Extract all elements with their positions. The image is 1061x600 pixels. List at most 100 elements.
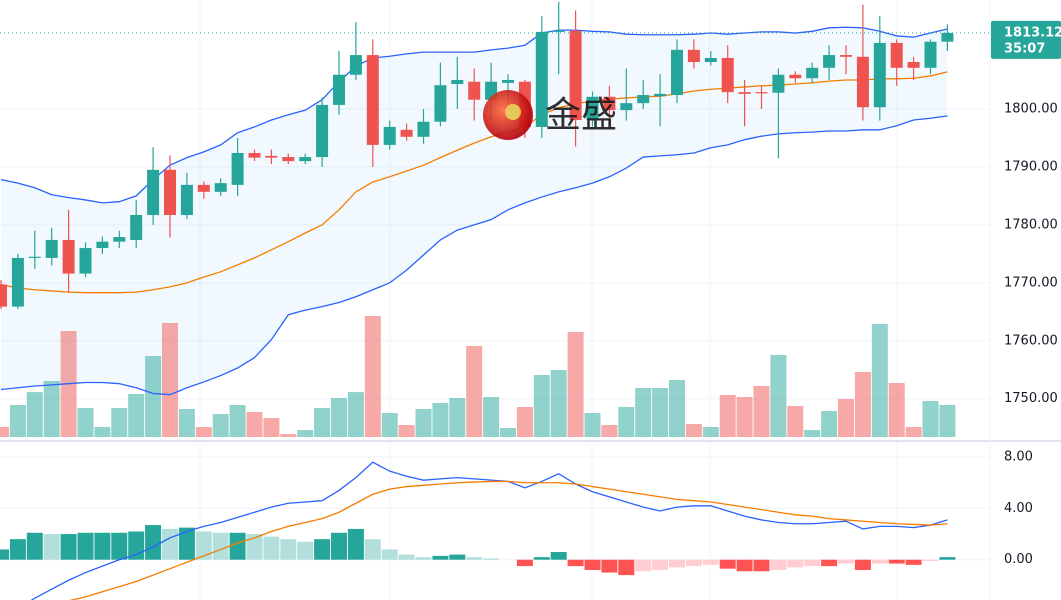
- y-tick-label: 8.00: [1004, 450, 1033, 465]
- candle-body: [873, 42, 886, 108]
- histogram-bar: [26, 532, 43, 560]
- volume-bar: [702, 427, 719, 437]
- volume-bar: [280, 434, 297, 437]
- candle-body: [130, 215, 143, 240]
- candle-body: [687, 49, 700, 63]
- candle-body: [248, 153, 261, 158]
- y-tick-label: 1750.00: [1004, 391, 1058, 406]
- candle-body: [890, 42, 903, 68]
- volume-bar: [838, 399, 854, 437]
- candle-body: [451, 79, 464, 85]
- histogram-bar: [94, 532, 111, 560]
- volume-bar: [483, 397, 500, 437]
- histogram-bar: [685, 559, 702, 567]
- volume-bar: [753, 386, 770, 437]
- histogram-bar: [922, 559, 939, 561]
- candle-body: [316, 104, 329, 158]
- candle-body: [772, 74, 785, 93]
- price-axis: 1800.00 1790.00 1780.00 1770.00 1760.00 1750.…: [991, 20, 1061, 567]
- histogram-bar: [364, 539, 381, 560]
- histogram-bar: [770, 559, 787, 570]
- candle-body: [366, 55, 379, 145]
- volume-bar: [584, 413, 601, 437]
- volume-bar: [466, 346, 483, 437]
- band-fill: [1, 27, 948, 395]
- volume-bar: [128, 394, 145, 437]
- candle-body: [856, 56, 869, 108]
- volume-bar: [719, 395, 736, 437]
- candle-body: [45, 239, 58, 258]
- volume-bar: [854, 372, 871, 437]
- candle-body: [637, 95, 650, 104]
- histogram-bar: [347, 528, 364, 560]
- band-line: [0, 115, 948, 396]
- volume-bar: [516, 407, 533, 437]
- candle-body: [941, 32, 954, 42]
- histogram-bar: [888, 559, 905, 564]
- volume-bar: [43, 381, 60, 437]
- histogram-bar: [0, 549, 9, 560]
- histogram-bar: [60, 534, 77, 560]
- histogram-bar: [753, 559, 770, 572]
- volume-bar: [212, 414, 229, 437]
- histogram-bar: [77, 532, 94, 560]
- histogram-bar: [736, 559, 753, 572]
- histogram-bar: [398, 554, 415, 560]
- candle-body: [907, 62, 920, 68]
- candle-body: [738, 92, 751, 94]
- histogram-bar: [702, 559, 719, 565]
- candle-body: [569, 30, 582, 120]
- volume-bar: [635, 388, 652, 437]
- histogram-bar: [601, 559, 618, 573]
- volume-bar: [905, 427, 922, 437]
- volume-bar: [618, 407, 635, 437]
- candle-body: [468, 81, 481, 100]
- candle-body: [147, 169, 160, 216]
- volume-bar: [922, 401, 939, 437]
- volume-bar: [331, 398, 347, 437]
- y-tick-label: 4.00: [1004, 501, 1033, 516]
- candle-body: [79, 248, 92, 274]
- histogram-bar: [533, 557, 550, 560]
- histogram-bar: [483, 558, 500, 560]
- histogram-bar: [449, 554, 466, 560]
- histogram-bar: [567, 559, 584, 567]
- candle-body: [417, 121, 430, 137]
- histogram-bar: [212, 532, 229, 560]
- volume-bar: [500, 428, 516, 437]
- histogram-bar: [178, 527, 195, 560]
- volume-bar: [263, 418, 280, 437]
- y-tick-label: 1800.00: [1004, 101, 1058, 116]
- candle-body: [552, 30, 565, 32]
- histogram-bar: [838, 559, 854, 564]
- histogram-bar: [652, 559, 669, 570]
- volume-bar: [415, 409, 432, 437]
- candle-body: [62, 239, 75, 274]
- volume-bar: [787, 406, 804, 437]
- histogram-bar: [128, 531, 145, 560]
- histogram-bar: [9, 539, 26, 560]
- candle-body: [0, 284, 7, 307]
- candle-body: [789, 74, 802, 79]
- volume-bar: [804, 430, 821, 437]
- volume-bar: [449, 398, 466, 437]
- histogram-bar: [280, 539, 297, 560]
- volume-bar: [347, 392, 364, 437]
- watermark-logo-dot: [505, 104, 521, 120]
- candle-body: [282, 157, 295, 162]
- y-tick-label: 1790.00: [1004, 159, 1058, 174]
- volume-bar: [229, 405, 246, 437]
- candle-body: [603, 96, 616, 111]
- candle-body: [28, 256, 41, 258]
- macd-line: [30, 461, 948, 600]
- candle-body: [349, 55, 362, 75]
- histogram-bar: [162, 528, 178, 560]
- histogram-bar: [854, 559, 871, 570]
- histogram-bar: [145, 525, 162, 560]
- volume-bar: [939, 405, 956, 437]
- band-line: [0, 71, 948, 294]
- macd-pane: [0, 461, 956, 600]
- volume-bar: [162, 323, 178, 437]
- volume-bar: [246, 412, 263, 437]
- last-price-box: [991, 20, 1061, 59]
